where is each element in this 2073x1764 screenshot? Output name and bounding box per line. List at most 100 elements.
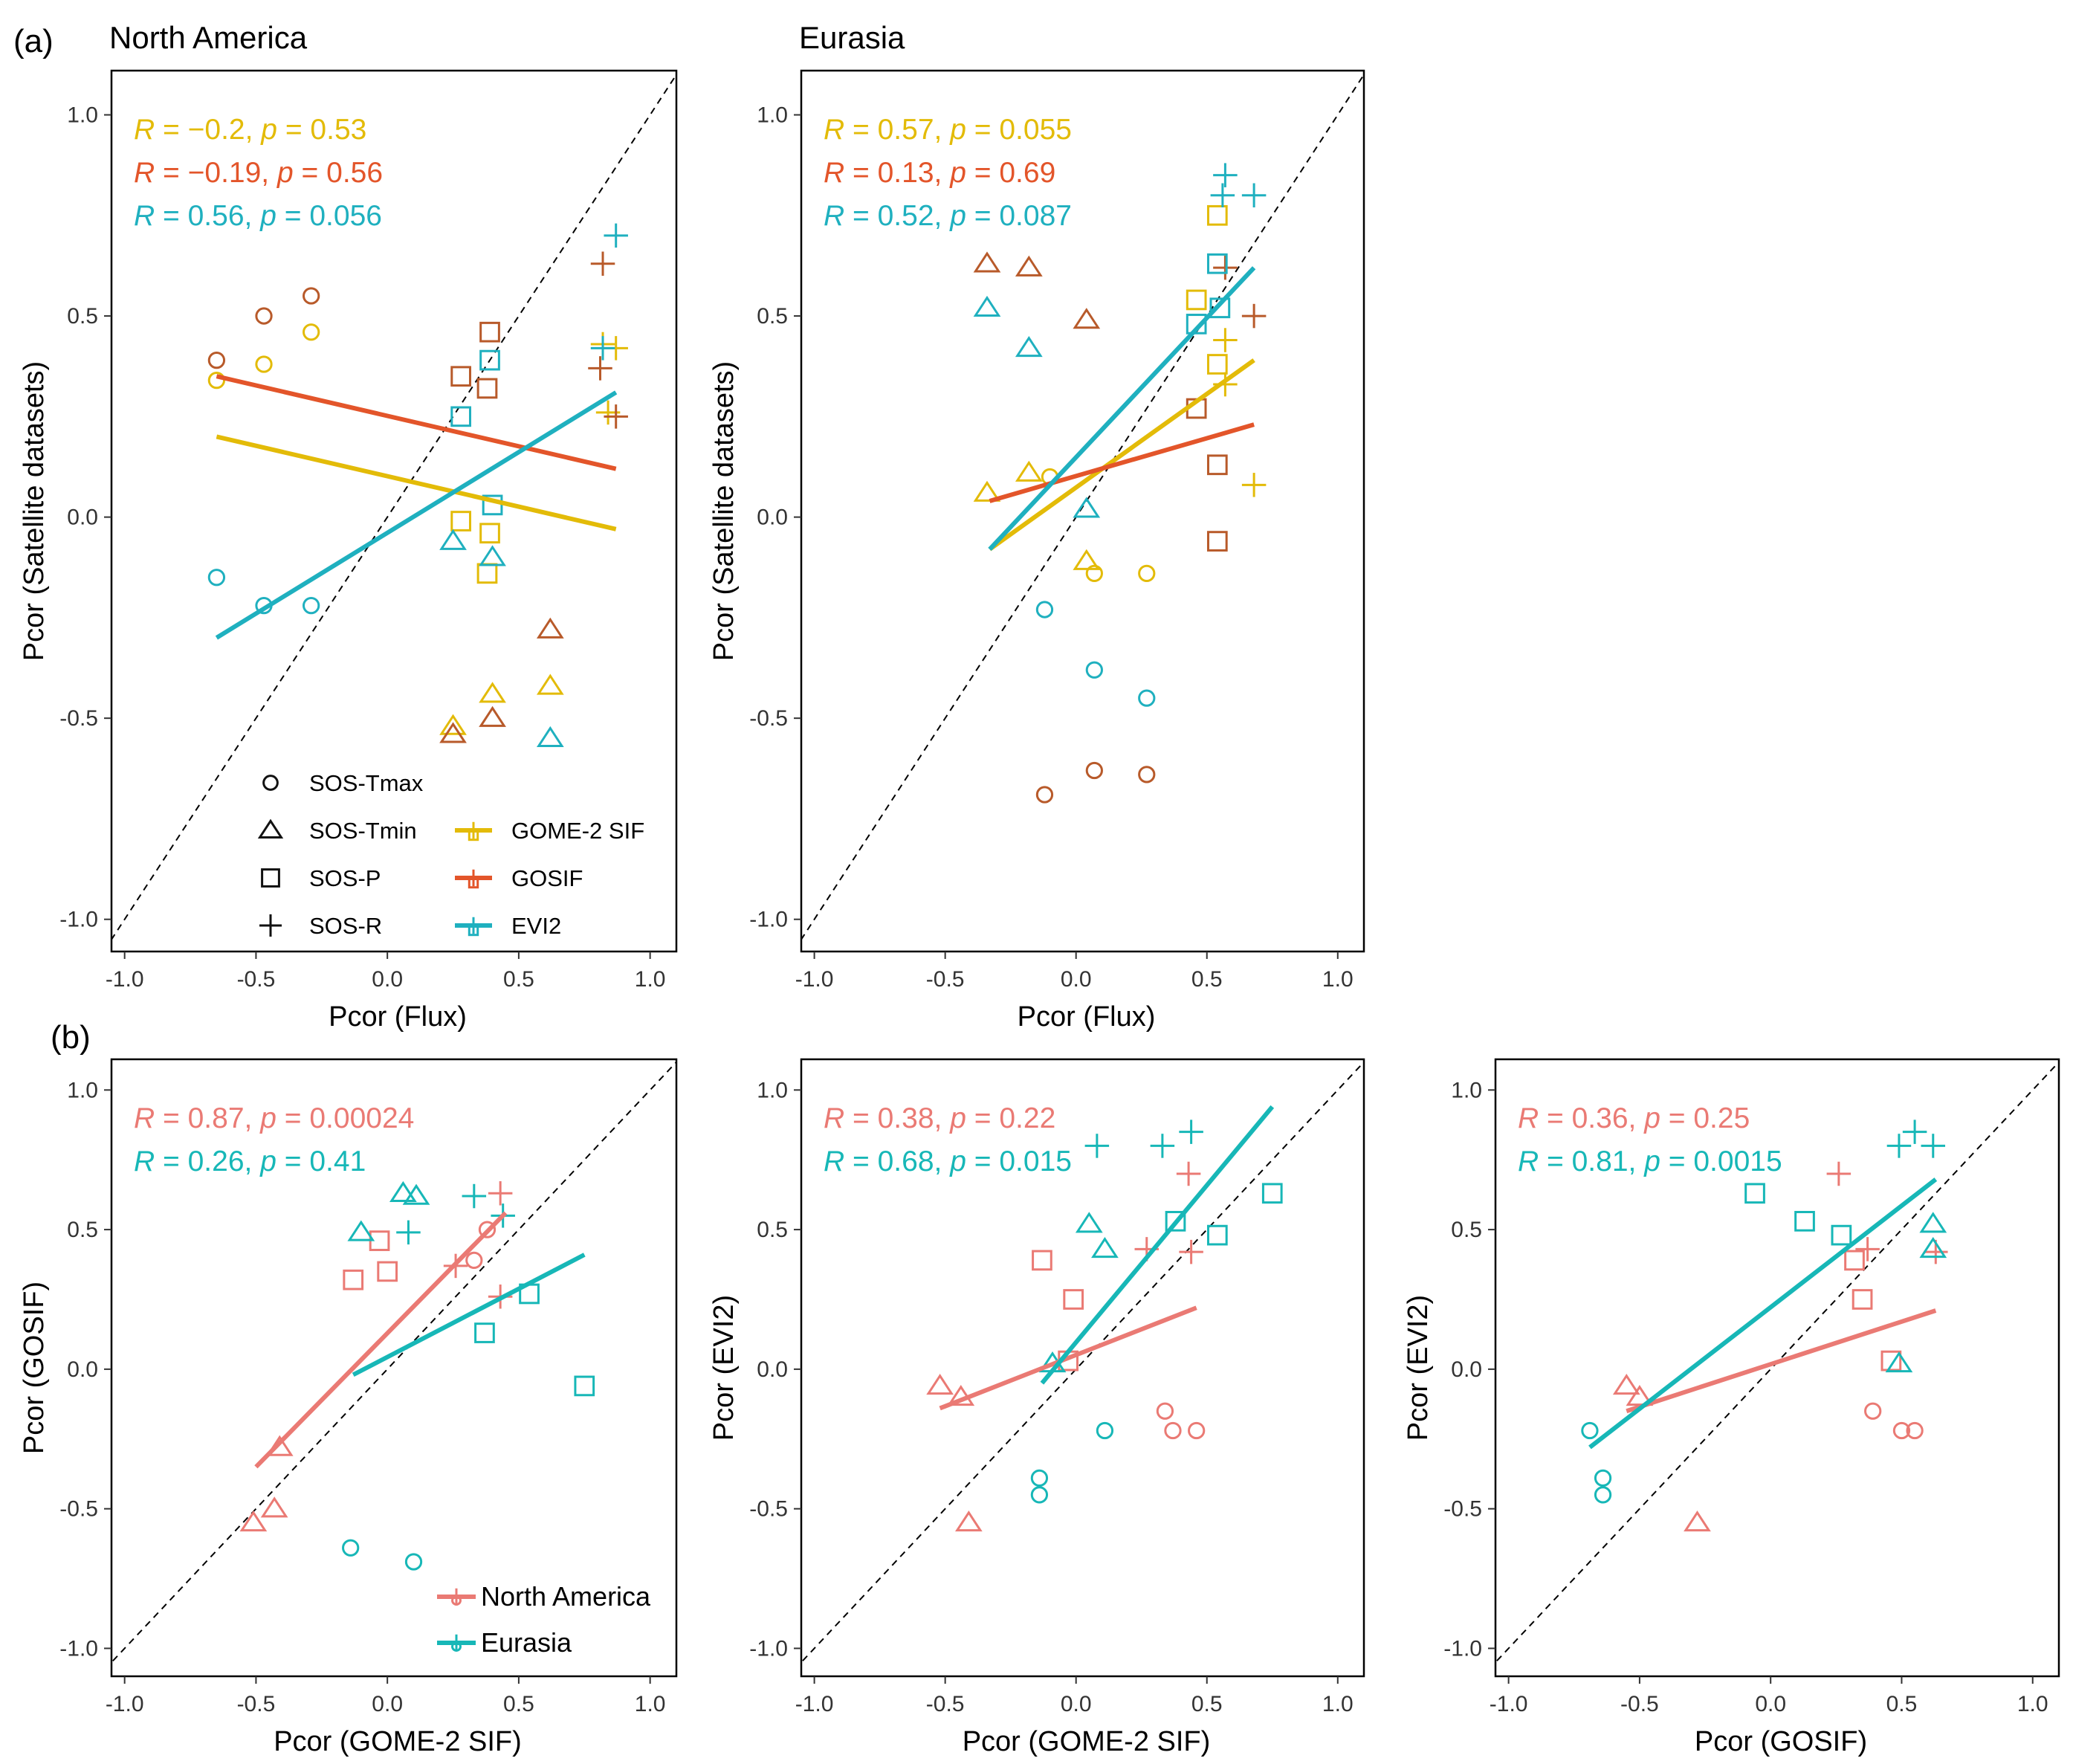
stat-p-value: = 0.41 (276, 1146, 366, 1177)
legend-shapes-datasets: SOS-Tmax SOS-Tmin SOS-P SOS-R GOME-2 SIF GOSI… (257, 770, 644, 939)
panel-frame (800, 1058, 1365, 1678)
y-tick-label: 1.0 (1451, 1078, 1482, 1102)
x-axis-title: Pcor (GOME-2 SIF) (274, 1726, 522, 1757)
stat-r-symbol: R (134, 200, 155, 232)
point-circle-0-0 (207, 372, 226, 390)
point-plus-1-9 (396, 1220, 421, 1245)
point-square-1-7 (1206, 1224, 1228, 1246)
panel-frame (1494, 1058, 2060, 1678)
point-square-1-6 (1165, 1210, 1186, 1232)
section-a-label: (a) (13, 23, 54, 59)
point-plus-1-11 (604, 404, 628, 429)
point-triangle-1-4 (402, 1183, 430, 1205)
point-plus-2-11 (1241, 183, 1267, 207)
y-tick-label: 0.0 (67, 1357, 98, 1382)
legend-glyph-north_america (447, 1588, 465, 1606)
point-square-2-7 (1186, 314, 1207, 335)
stat-evi2: R = 0.52, p = 0.087 (824, 200, 1072, 232)
panel-title: North America (109, 20, 308, 55)
y-tick-label: 1.0 (757, 103, 788, 128)
point-square-0-6 (1206, 204, 1228, 226)
point-square-2-8 (482, 494, 503, 516)
stat-p-value: = 0.22 (966, 1102, 1055, 1134)
x-tick-label: 0.0 (372, 967, 403, 992)
identity-line (1495, 1061, 2059, 1664)
point-circle-0-1 (465, 1251, 483, 1270)
y-tick-label: -1.0 (1443, 1636, 1482, 1661)
panel-frame (800, 69, 1365, 953)
point-square-0-7 (1186, 289, 1207, 311)
point-square-0-8 (1880, 1350, 1902, 1372)
point-plus-0-9 (1176, 1161, 1201, 1186)
point-circle-1-2 (1138, 766, 1156, 784)
stat-r-value: = 0.81, (1539, 1146, 1644, 1177)
point-circle-2-0 (1035, 601, 1054, 618)
point-circle-2-0 (207, 569, 226, 587)
series-north-america (926, 1161, 1206, 1532)
point-circle-0-2 (303, 323, 320, 341)
x-tick-label: -0.5 (237, 1692, 276, 1716)
stat-p-value: = 0.25 (1660, 1102, 1750, 1134)
identity-line (111, 73, 676, 941)
point-plus-1-11 (1921, 1134, 1946, 1158)
stat-p-value: = 0.056 (276, 200, 382, 232)
stat-eurasia: R = 0.68, p = 0.015 (824, 1146, 1072, 1177)
point-triangle-1-4 (1015, 255, 1043, 277)
y-axis-title: Pcor (GOSIF) (19, 1282, 50, 1454)
point-triangle-0-3 (260, 1496, 288, 1518)
stat-p-value: = 0.56 (294, 157, 383, 189)
legend-regions: North America Eurasia (437, 1581, 651, 1658)
point-circle-0-1 (1892, 1421, 1911, 1440)
y-tick-label: 0.0 (67, 505, 98, 530)
identity-line (111, 1061, 676, 1664)
point-triangle-1-4 (1919, 1236, 1947, 1259)
point-triangle-2-5 (536, 726, 564, 747)
series-north-america (239, 1181, 513, 1532)
series-evi2 (207, 223, 628, 747)
point-circle-0-1 (1164, 1421, 1182, 1440)
point-triangle-0-2 (239, 1511, 268, 1532)
x-axis-title: Pcor (GOSIF) (1695, 1726, 1867, 1757)
stat-r-symbol: R (824, 1146, 844, 1177)
x-axis-title: Pcor (Flux) (329, 1001, 467, 1033)
point-triangle-2-4 (1015, 335, 1043, 358)
point-square-0-6 (450, 511, 471, 532)
x-tick-label: 0.0 (372, 1692, 403, 1716)
point-circle-1-0 (1035, 786, 1054, 804)
legend-marker-circle (262, 775, 279, 791)
y-axis-title: Pcor (EVI2) (708, 1295, 740, 1441)
series-eurasia (342, 1180, 595, 1571)
x-tick-label: -1.0 (795, 1692, 834, 1716)
y-tick-label: 0.5 (1451, 1218, 1482, 1242)
point-square-1-8 (1831, 1224, 1852, 1246)
fit-line-gosif (989, 422, 1255, 503)
point-triangle-1-4 (479, 705, 506, 727)
legend-label-circle: SOS-Tmax (309, 770, 424, 796)
panel-frame (110, 69, 678, 953)
y-axis-title: Pcor (Satellite datasets) (19, 361, 50, 661)
point-triangle-1-3 (389, 1180, 417, 1203)
point-square-2-6 (450, 406, 471, 427)
x-tick-label: -0.5 (237, 967, 276, 992)
point-square-2-8 (1209, 297, 1231, 319)
series-evi2 (973, 163, 1267, 707)
point-square-0-7 (1852, 1289, 1873, 1310)
stat-r-symbol: R (824, 1102, 844, 1134)
x-axis-title: Pcor (Flux) (1018, 1001, 1156, 1033)
fit-line-gome2 (216, 434, 617, 532)
point-plus-2-10 (1210, 183, 1235, 207)
stat-r-symbol: R (824, 200, 844, 232)
point-circle-1-1 (1030, 1486, 1049, 1504)
stat-r-value: = 0.68, (844, 1146, 950, 1177)
stat-r-value: = 0.36, (1539, 1102, 1644, 1134)
stat-p-symbol: p (276, 157, 294, 189)
point-triangle-0-3 (1612, 1374, 1640, 1395)
legend-glyph-eurasia (447, 1634, 465, 1652)
stat-north_america: R = 0.87, p = 0.00024 (134, 1102, 414, 1134)
x-tick-label: 0.0 (1061, 1692, 1092, 1716)
plot-area (111, 1061, 676, 1664)
point-plus-0-9 (1213, 328, 1238, 352)
point-square-0-7 (377, 1261, 398, 1282)
fit-line-north_america (254, 1211, 508, 1469)
stat-r-symbol: R (134, 157, 155, 189)
